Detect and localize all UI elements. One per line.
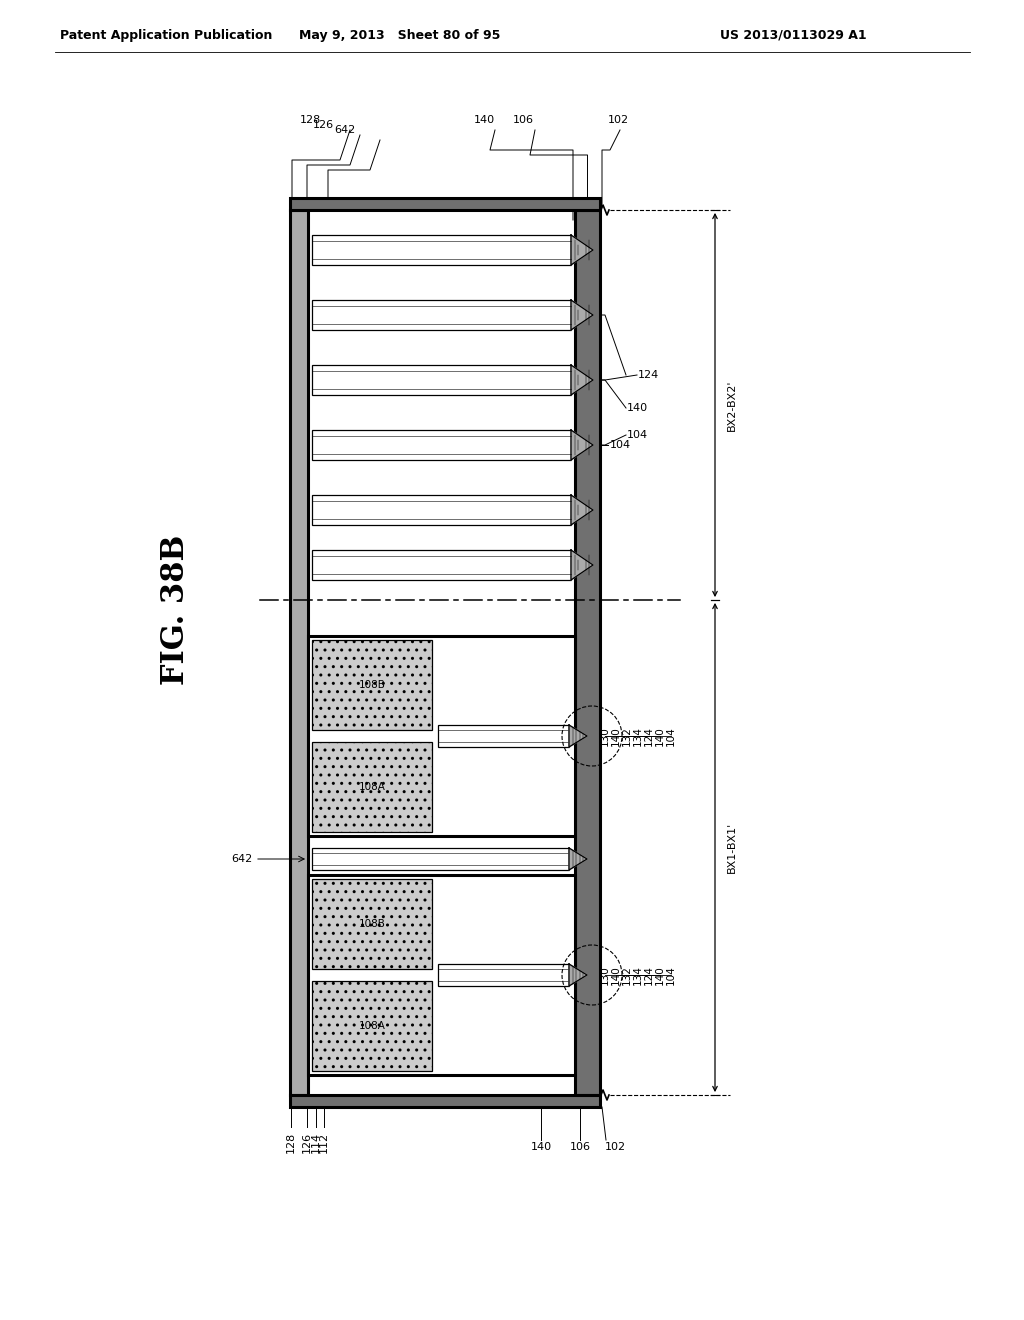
Text: 106: 106 [569,1142,591,1152]
Polygon shape [571,300,593,330]
Bar [312,300,571,330]
Text: Patent Application Publication: Patent Application Publication [60,29,272,41]
Text: 140: 140 [655,726,665,746]
Text: 124: 124 [644,965,654,985]
Text: 130: 130 [600,726,610,746]
Text: 140: 140 [530,1142,552,1152]
Bar [312,550,571,579]
Polygon shape [569,847,587,870]
Text: 102: 102 [608,115,629,125]
Bar [290,1096,600,1107]
Bar [312,847,569,870]
Text: 114: 114 [311,1133,321,1154]
Text: 140: 140 [611,726,621,746]
Text: 104: 104 [627,430,648,440]
Bar [290,210,308,1096]
Bar [312,879,432,969]
Text: 112: 112 [319,1133,329,1154]
Bar [308,210,575,1096]
Polygon shape [571,550,593,579]
Bar [312,366,571,395]
Text: 124: 124 [644,726,654,746]
Text: May 9, 2013   Sheet 80 of 95: May 9, 2013 Sheet 80 of 95 [299,29,501,41]
Text: 140: 140 [655,965,665,985]
Text: 642: 642 [335,125,355,135]
Text: 126: 126 [312,120,334,129]
Bar [290,198,600,210]
Text: BX1-BX1': BX1-BX1' [727,822,737,873]
Text: FIG. 38B: FIG. 38B [160,535,190,685]
Text: 102: 102 [605,1142,626,1152]
Polygon shape [571,366,593,395]
Text: 132: 132 [622,726,632,746]
Text: 126: 126 [302,1133,312,1154]
Bar [438,725,569,747]
Text: 108B: 108B [358,680,385,690]
Text: 140: 140 [473,115,495,125]
Text: 132: 132 [622,965,632,985]
Bar [312,640,432,730]
Bar [438,964,569,986]
Polygon shape [571,495,593,525]
Bar [312,495,571,525]
Text: BX2-BX2': BX2-BX2' [727,379,737,430]
Text: 140: 140 [611,965,621,985]
Bar [308,875,575,1074]
Bar [308,636,575,836]
Bar [575,210,600,1096]
Text: 140: 140 [627,403,648,413]
Text: 104: 104 [666,726,676,746]
Text: 104: 104 [666,965,676,985]
Bar [312,981,432,1071]
Text: 134: 134 [633,965,643,985]
Bar [312,235,571,265]
Bar [312,742,432,832]
Text: 134: 134 [633,726,643,746]
Text: 124: 124 [638,370,659,380]
Polygon shape [569,725,587,747]
Polygon shape [571,430,593,459]
Polygon shape [569,964,587,986]
Text: 128: 128 [299,115,321,125]
Text: US 2013/0113029 A1: US 2013/0113029 A1 [720,29,866,41]
Text: 128: 128 [286,1133,296,1154]
Text: 106: 106 [512,115,534,125]
Text: 108B: 108B [358,919,385,929]
Bar [312,430,571,459]
Text: 108A: 108A [358,1020,385,1031]
Text: 108A: 108A [358,781,385,792]
Text: 642: 642 [230,854,252,865]
Polygon shape [571,235,593,265]
Text: 104: 104 [610,440,631,450]
Text: 130: 130 [600,965,610,985]
